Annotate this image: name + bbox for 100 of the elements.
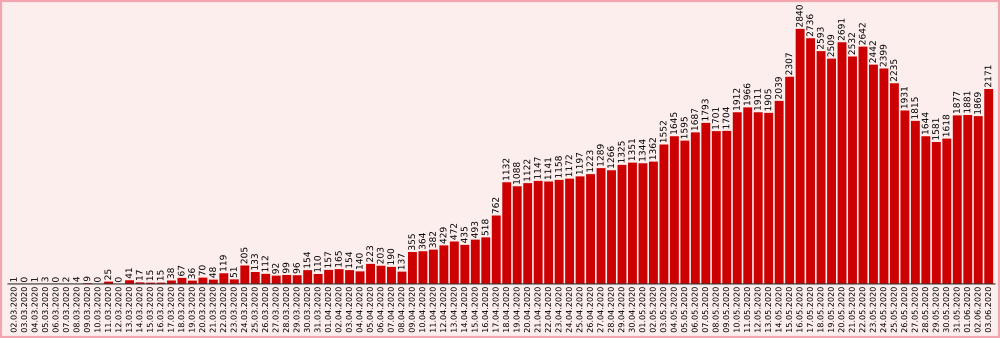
x-tick-label: 18.03.2020	[178, 287, 184, 332]
data-label: 15	[146, 270, 154, 280]
x-tick-label: 29.04.2020	[618, 287, 624, 332]
x-tick-label: 17.03.2020	[168, 287, 174, 332]
data-label: 2399	[880, 44, 887, 66]
x-tick-label: 19.03.2020	[188, 287, 195, 332]
x-tick-label: 08.05.2020	[712, 287, 719, 332]
data-label: 2039	[774, 77, 782, 99]
x-tick-label: 25.03.2020	[252, 287, 258, 332]
data-label: 2840	[796, 5, 803, 27]
data-label: 112	[262, 256, 268, 272]
x-tick-label: 14.04.2020	[461, 287, 468, 332]
x-tick-label: 02.04.2020	[335, 287, 342, 332]
data-label: 92	[272, 264, 279, 274]
data-label: 0	[114, 277, 122, 282]
data-label: 1701	[712, 108, 719, 129]
x-tick-label: 02.05.2020	[650, 287, 656, 332]
x-tick-label: 06.05.2020	[692, 287, 698, 332]
x-tick-label: 03.03.2020	[21, 287, 28, 332]
x-tick-label: 09.04.2020	[408, 287, 415, 332]
data-label: 70	[198, 265, 206, 276]
x-tick-label: 20.05.2020	[838, 287, 844, 332]
data-label: 2235	[890, 60, 898, 82]
data-label: 2532	[848, 33, 856, 54]
x-tick-label: 16.04.2020	[482, 287, 488, 332]
x-tick-label: 27.05.2020	[912, 287, 918, 332]
x-tick-label: 23.05.2020	[870, 287, 876, 332]
data-label: 1793	[702, 99, 708, 121]
x-tick-label: 27.04.2020	[597, 287, 604, 332]
data-label: 1266	[607, 146, 614, 168]
data-label: 1223	[586, 150, 594, 172]
x-tick-label: 04.05.2020	[670, 287, 677, 332]
x-tick-label: 07.05.2020	[702, 287, 708, 332]
data-label: 0	[52, 277, 59, 282]
x-tick-label: 25.05.2020	[890, 287, 897, 332]
x-tick-label: 30.03.2020	[304, 287, 310, 332]
data-label: 762	[492, 198, 499, 214]
data-label: 1905	[764, 89, 772, 110]
data-label: 364	[418, 233, 426, 250]
x-tick-label: 07.04.2020	[388, 287, 394, 332]
x-tick-label: 30.05.2020	[943, 287, 950, 332]
x-tick-label: 16.03.2020	[157, 287, 164, 332]
x-tick-label: 19.05.2020	[828, 287, 834, 332]
data-label: 1581	[932, 118, 939, 140]
data-label: 1645	[670, 112, 677, 134]
x-tick-label: 19.04.2020	[513, 287, 520, 332]
data-label: 38	[167, 268, 174, 278]
data-label: 1869	[974, 92, 981, 114]
x-tick-label: 11.04.2020	[430, 287, 436, 332]
x-tick-label: 13.03.2020	[126, 287, 132, 332]
x-tick-label: 15.03.2020	[146, 287, 153, 332]
x-tick-label: 10.05.2020	[733, 287, 740, 332]
data-label: 2593	[816, 27, 824, 50]
x-tick-label: 01.05.2020	[639, 287, 646, 332]
data-label: 2691	[838, 18, 845, 40]
data-label: 110	[314, 256, 321, 272]
x-tick-label: 12.04.2020	[440, 287, 446, 332]
data-label: 1	[31, 278, 38, 282]
data-label: 1122	[523, 160, 530, 181]
x-tick-label: 12.03.2020	[115, 287, 122, 332]
x-tick-label: 31.03.2020	[314, 287, 320, 332]
x-tick-label: 06.03.2020	[52, 287, 59, 332]
data-label: 190	[387, 248, 394, 264]
x-tick-label: 28.05.2020	[922, 287, 928, 332]
data-label: 48	[209, 267, 216, 278]
data-label: 41	[125, 268, 132, 278]
data-label: 0	[94, 277, 101, 282]
data-label: 472	[450, 224, 457, 240]
x-tick-label: 16.05.2020	[796, 287, 802, 332]
x-tick-label: 15.05.2020	[786, 287, 792, 332]
data-label: 1147	[534, 157, 541, 179]
data-label: 382	[429, 232, 436, 248]
x-tick-label: 21.05.2020	[848, 287, 855, 332]
data-label: 1362	[649, 138, 656, 160]
x-tick-label: 03.05.2020	[660, 287, 666, 332]
x-tick-label: 20.03.2020	[199, 287, 206, 332]
data-label: 165	[334, 251, 342, 267]
x-tick-label: 30.04.2020	[628, 287, 635, 332]
x-tick-label: 05.05.2020	[681, 287, 688, 332]
x-tick-label: 29.03.2020	[293, 287, 300, 332]
data-label: 36	[188, 268, 196, 279]
data-label: 17	[136, 270, 143, 280]
data-label: 1197	[576, 152, 583, 174]
data-label: 4	[73, 276, 80, 282]
data-label: 1815	[911, 97, 918, 119]
x-tick-label: 07.03.2020	[62, 287, 70, 332]
data-label: 2171	[984, 65, 992, 87]
x-tick-label: 06.04.2020	[377, 287, 384, 332]
data-label: 2736	[806, 14, 814, 36]
data-label: 154	[345, 252, 352, 268]
x-tick-label: 17.04.2020	[492, 287, 499, 332]
data-label: 154	[304, 252, 310, 268]
data-label: 67	[178, 266, 185, 276]
x-tick-label: 04.03.2020	[31, 287, 38, 332]
data-label: 1931	[900, 86, 908, 108]
data-label: 1644	[922, 112, 928, 134]
data-label: 1912	[733, 88, 740, 110]
x-tick-label: 09.03.2020	[84, 287, 90, 332]
data-label: 25	[104, 270, 112, 280]
data-label: 1687	[691, 108, 698, 130]
